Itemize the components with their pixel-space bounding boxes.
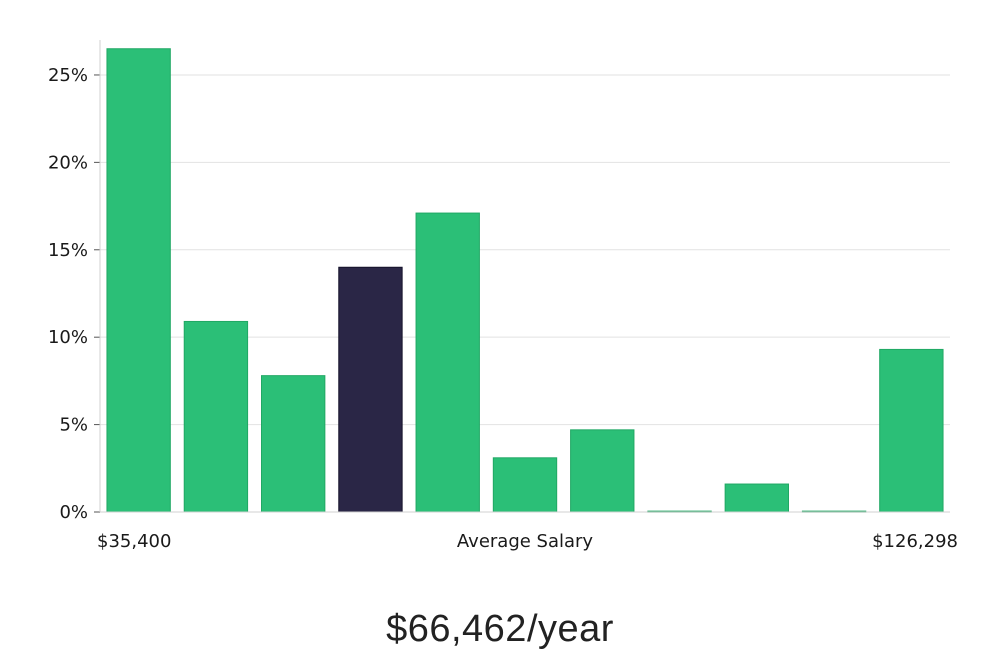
y-tick-label: 15% xyxy=(48,240,88,261)
bar xyxy=(415,212,480,513)
y-tick-label: 20% xyxy=(48,152,88,173)
bar xyxy=(261,375,326,513)
bars xyxy=(106,48,944,513)
bar xyxy=(570,429,635,513)
bar xyxy=(492,457,558,513)
y-tick-label: 25% xyxy=(48,65,88,86)
y-tick-label: 10% xyxy=(48,327,88,348)
y-axis-ticks: 0% 5% 10% 15% 20% 25% xyxy=(48,65,100,523)
bar xyxy=(879,348,944,513)
y-tick-label: 5% xyxy=(59,415,88,436)
bar xyxy=(106,48,171,513)
average-salary-value: $66,462/year xyxy=(386,608,614,650)
bar xyxy=(183,320,249,513)
y-tick-label: 0% xyxy=(59,502,88,523)
x-axis-title: Average Salary xyxy=(457,531,594,552)
x-max-label: $126,298 xyxy=(872,531,958,552)
x-min-label: $35,400 xyxy=(97,531,171,552)
salary-distribution-chart: 0%5%10%15%20%25% $35,400 Average Salary … xyxy=(48,40,958,552)
bar xyxy=(724,483,789,513)
bar-highlighted xyxy=(338,266,403,513)
